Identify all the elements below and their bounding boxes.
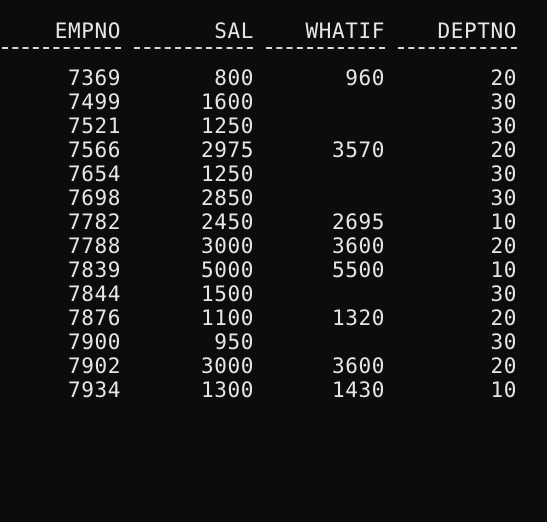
cell-sal: 1500 <box>201 282 254 306</box>
cell-deptno: 20 <box>490 66 517 90</box>
cell-sal: 1250 <box>201 114 254 138</box>
table-row: 7698 2850 30 <box>0 186 547 210</box>
cell-empno: 7566 <box>68 138 121 162</box>
cell-deptno: 30 <box>490 162 517 186</box>
cell-whatif: 5500 <box>332 258 385 282</box>
cell-empno: 7369 <box>68 66 121 90</box>
cell-sal: 2450 <box>201 210 254 234</box>
cell-whatif: 3570 <box>332 138 385 162</box>
cell-sal: 2850 <box>201 186 254 210</box>
cell-sal: 3000 <box>201 234 254 258</box>
cell-empno: 7654 <box>68 162 121 186</box>
cell-whatif: 1320 <box>332 306 385 330</box>
cell-empno: 7499 <box>68 90 121 114</box>
separator-dashes-deptno <box>398 47 517 49</box>
cell-empno: 7934 <box>68 378 121 402</box>
cell-sal: 5000 <box>201 258 254 282</box>
cell-deptno: 30 <box>490 90 517 114</box>
cell-empno: 7839 <box>68 258 121 282</box>
cell-empno: 7788 <box>68 234 121 258</box>
cell-sal: 800 <box>214 66 254 90</box>
cell-deptno: 20 <box>490 138 517 162</box>
table-row: 7782 2450 2695 10 <box>0 210 547 234</box>
table-row: 7499 1600 30 <box>0 90 547 114</box>
table-row: 7876 1100 1320 20 <box>0 306 547 330</box>
table-body: 7369 800 960 20 7499 1600 30 7521 1250 3… <box>0 66 547 402</box>
cell-deptno: 30 <box>490 186 517 210</box>
cell-whatif: 960 <box>345 66 385 90</box>
table-row: 7934 1300 1430 10 <box>0 378 547 402</box>
cell-empno: 7782 <box>68 210 121 234</box>
console-window[interactable]: EMPNO SAL WHATIF DEPTNO 7369 800 960 20 … <box>0 0 547 415</box>
table-row: 7521 1250 30 <box>0 114 547 138</box>
cell-sal: 2975 <box>201 138 254 162</box>
cell-deptno: 20 <box>490 354 517 378</box>
cell-deptno: 10 <box>490 258 517 282</box>
table-row: 7788 3000 3600 20 <box>0 234 547 258</box>
separator-dashes-sal <box>134 47 253 49</box>
cell-deptno: 30 <box>490 114 517 138</box>
cell-whatif: 3600 <box>332 354 385 378</box>
cell-sal: 3000 <box>201 354 254 378</box>
cell-sal: 1100 <box>201 306 254 330</box>
cell-whatif: 2695 <box>332 210 385 234</box>
cell-deptno: 10 <box>490 378 517 402</box>
table-row: 7900 950 30 <box>0 330 547 354</box>
cell-deptno: 30 <box>490 330 517 354</box>
table-row: 7566 2975 3570 20 <box>0 138 547 162</box>
column-header-empno: EMPNO <box>54 19 121 43</box>
cell-deptno: 20 <box>490 234 517 258</box>
cell-whatif: 1430 <box>332 378 385 402</box>
cell-empno: 7900 <box>68 330 121 354</box>
cell-deptno: 10 <box>490 210 517 234</box>
column-header-sal: SAL <box>214 19 254 43</box>
table-row: 7844 1500 30 <box>0 282 547 306</box>
cell-empno: 7698 <box>68 186 121 210</box>
cell-sal: 950 <box>214 330 254 354</box>
column-header-deptno: DEPTNO <box>437 19 517 43</box>
table-row: 7902 3000 3600 20 <box>0 354 547 378</box>
separator-dashes-whatif <box>266 47 385 49</box>
column-header-row: EMPNO SAL WHATIF DEPTNO <box>0 19 547 43</box>
cell-deptno: 20 <box>490 306 517 330</box>
table-row: 7654 1250 30 <box>0 162 547 186</box>
cell-empno: 7844 <box>68 282 121 306</box>
cell-empno: 7521 <box>68 114 121 138</box>
cell-deptno: 30 <box>490 282 517 306</box>
separator-dashes-empno <box>2 47 121 49</box>
cell-whatif: 3600 <box>332 234 385 258</box>
table-row: 7839 5000 5500 10 <box>0 258 547 282</box>
cell-sal: 1600 <box>201 90 254 114</box>
cell-empno: 7902 <box>68 354 121 378</box>
table-row: 7369 800 960 20 <box>0 66 547 90</box>
cell-empno: 7876 <box>68 306 121 330</box>
cell-sal: 1250 <box>201 162 254 186</box>
cell-sal: 1300 <box>201 378 254 402</box>
header-separator <box>0 41 547 57</box>
column-header-whatif: WHATIF <box>305 19 385 43</box>
